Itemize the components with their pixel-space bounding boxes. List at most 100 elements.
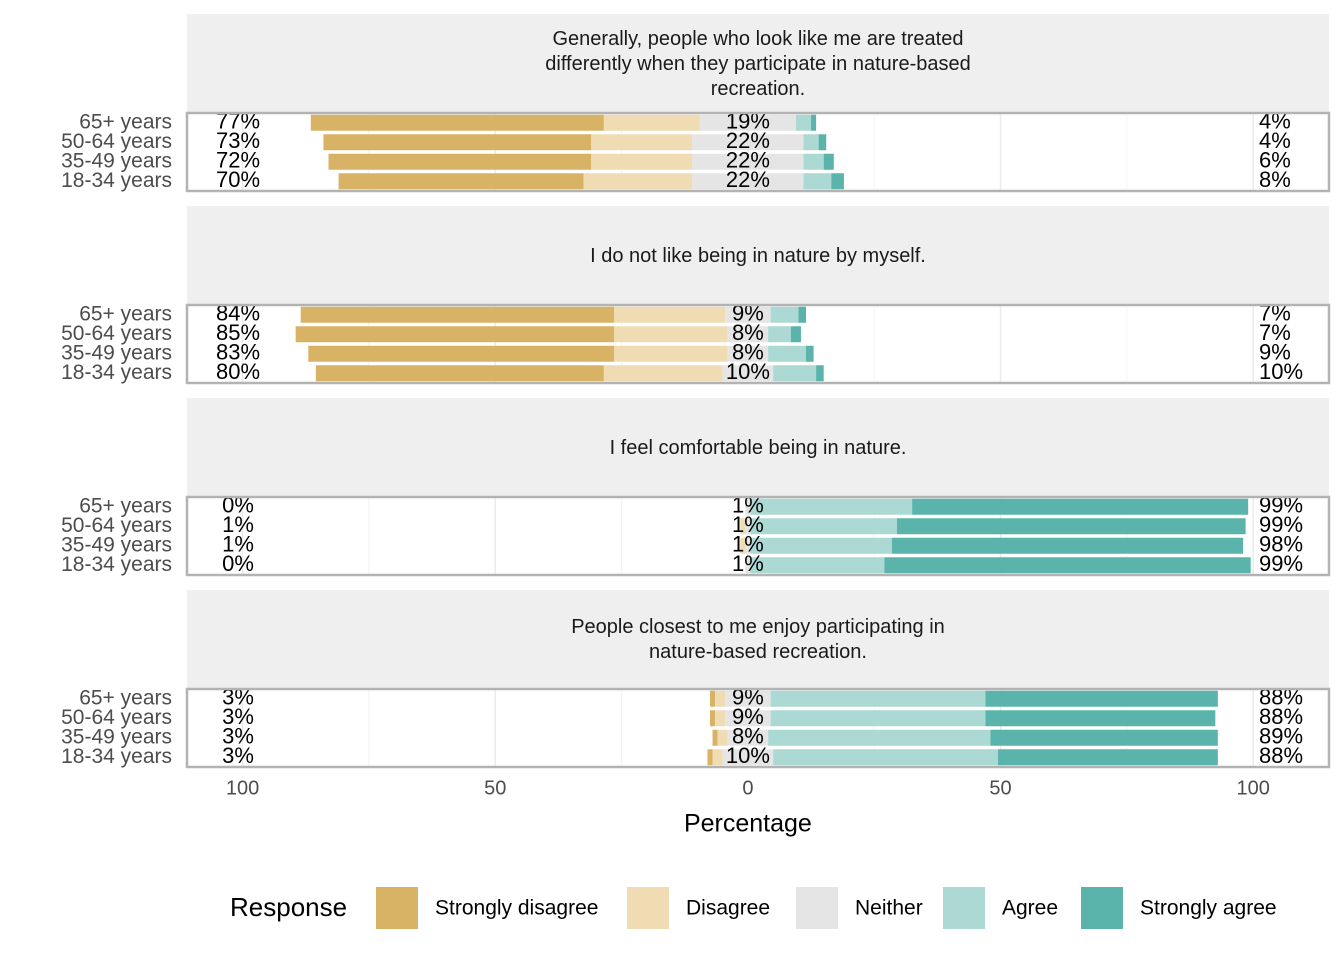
bar-segment [310,114,604,131]
x-tick-label: 50 [989,777,1011,799]
legend-label: Disagree [686,897,770,920]
bar-segment [709,690,716,707]
bar-segment [745,557,751,574]
bar-segment [745,537,751,554]
neutral-label: 22% [726,128,770,153]
bar-segment [295,326,614,343]
bar-segment [692,134,804,151]
row-label: 50-64 years [61,130,172,153]
legend-key [943,887,985,929]
low-label: 80% [216,359,260,384]
facet-title: Generally, people who look like me are t… [545,27,971,100]
bar-segment [613,345,728,362]
high-label: 8% [1259,167,1291,192]
neutral-label: 9% [732,704,764,729]
high-label: 88% [1259,704,1303,729]
row-label: 35-49 years [61,341,172,364]
high-label: 7% [1259,320,1291,345]
low-label: 72% [216,148,260,173]
neutral-label: 10% [726,359,770,384]
strip-background [187,398,1329,497]
bar-segment [603,114,700,131]
row-label: 18-34 years [61,553,172,576]
bar-segment [884,557,1251,574]
low-label: 3% [222,743,254,768]
neutral-label: 1% [732,512,764,537]
bar-segment [750,518,897,535]
facet-title: People closest to me enjoy participating… [571,616,945,663]
bar-segment [798,306,807,323]
neutral-label: 1% [732,551,764,576]
bar-segment [990,729,1218,746]
facet-title: I feel comfortable being in nature. [609,436,907,459]
row-label: 65+ years [79,302,172,325]
legend-label: Strongly agree [1140,897,1277,920]
legend-key [1081,887,1123,929]
bar-segment [709,710,716,727]
legend-key [627,887,669,929]
bar-segment [773,365,817,382]
bar-segment [692,153,804,170]
bar-segment [790,326,801,343]
low-label: 85% [216,320,260,345]
bar-segment [891,537,1244,554]
bar-segment [823,153,834,170]
bar-segment [722,749,774,766]
bar-segment [811,114,817,131]
high-label: 99% [1259,551,1303,576]
bar-segment [300,306,614,323]
bar-segment [770,306,799,323]
bar-segment [795,114,812,131]
bar-segment [768,729,991,746]
neutral-label: 8% [732,724,764,749]
bar-segment [308,345,614,362]
bar-segment [768,345,807,362]
bar-segment [603,365,723,382]
legend-label: Agree [1002,897,1058,920]
row-label: 65+ years [79,494,172,517]
high-label: 9% [1259,340,1291,365]
high-label: 6% [1259,148,1291,173]
row-label: 65+ years [79,110,172,133]
bar-segment [912,498,1249,515]
bar-segment [831,173,844,190]
row-label: 65+ years [79,686,172,709]
bar-segment [803,173,832,190]
row-label: 35-49 years [61,725,172,748]
low-label: 73% [216,128,260,153]
bar-segment [613,326,728,343]
row-label: 50-64 years [61,322,172,345]
legend-key [376,887,418,929]
bar-segment [717,729,728,746]
low-label: 3% [222,724,254,749]
bar-segment [727,729,769,746]
bar-segment [750,537,892,554]
row-label: 35-49 years [61,149,172,172]
bar-segment [985,710,1216,727]
bar-segment [745,518,751,535]
panel-border [185,303,1331,385]
high-label: 88% [1259,743,1303,768]
bar-segment [768,326,791,343]
x-tick-label: 50 [484,777,506,799]
low-label: 70% [216,167,260,192]
bar-segment [998,749,1218,766]
bar-segment [707,749,713,766]
bar-segment [803,134,819,151]
bar-segment [715,690,726,707]
legend-label: Strongly disagree [435,897,598,920]
bar-segment [770,710,986,727]
bar-segment [985,690,1218,707]
facet-title: I do not like being in nature by myself. [590,244,926,267]
high-label: 10% [1259,359,1303,384]
neutral-label: 22% [726,148,770,173]
low-label: 3% [222,704,254,729]
strip-background [187,14,1329,113]
bar-segment [725,306,771,323]
neutral-label: 1% [732,532,764,557]
bar-segment [715,710,726,727]
bar-segment [692,173,804,190]
panel-border [185,111,1331,193]
